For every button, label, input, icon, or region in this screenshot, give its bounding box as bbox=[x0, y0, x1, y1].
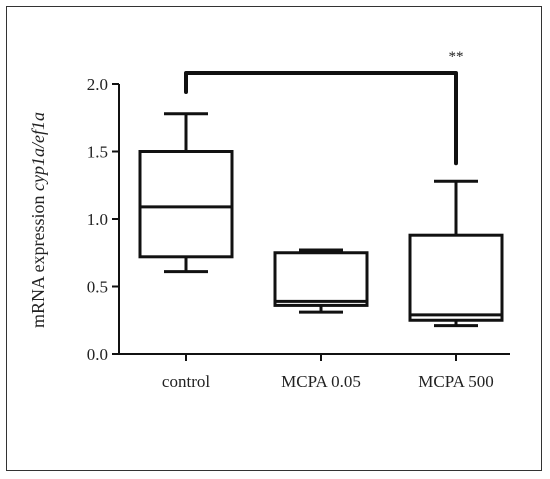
y-tick-label: 1.5 bbox=[87, 143, 108, 162]
boxes bbox=[138, 112, 504, 328]
y-axis-title-italic: cyp1a/ef1a bbox=[28, 112, 48, 191]
bracket-line bbox=[184, 71, 458, 166]
y-axis-title: mRNA expression cyp1a/ef1a bbox=[28, 112, 48, 328]
axes: 0.0 0.5 1.0 1.5 2.0 control MCPA 0.05 MCPA 500 bbox=[87, 75, 510, 391]
y-axis-title-prefix: mRNA expression bbox=[28, 191, 48, 328]
box-mcpa-0-05 bbox=[273, 248, 369, 314]
y-tick-label: 1.0 bbox=[87, 210, 108, 229]
box-iqr bbox=[138, 150, 234, 259]
box-iqr bbox=[273, 251, 369, 307]
x-tick-label: MCPA 500 bbox=[418, 372, 493, 391]
y-tick-label: 0.0 bbox=[87, 345, 108, 364]
significance-label: ** bbox=[449, 49, 464, 65]
box-mcpa-500 bbox=[408, 179, 504, 328]
x-tick-label: control bbox=[162, 372, 210, 391]
box-iqr bbox=[408, 233, 504, 322]
x-tick-label: MCPA 0.05 bbox=[281, 372, 361, 391]
box-control bbox=[138, 112, 234, 274]
significance-bracket: ** bbox=[184, 49, 464, 166]
y-tick-label: 0.5 bbox=[87, 278, 108, 297]
y-tick-label: 2.0 bbox=[87, 75, 108, 94]
